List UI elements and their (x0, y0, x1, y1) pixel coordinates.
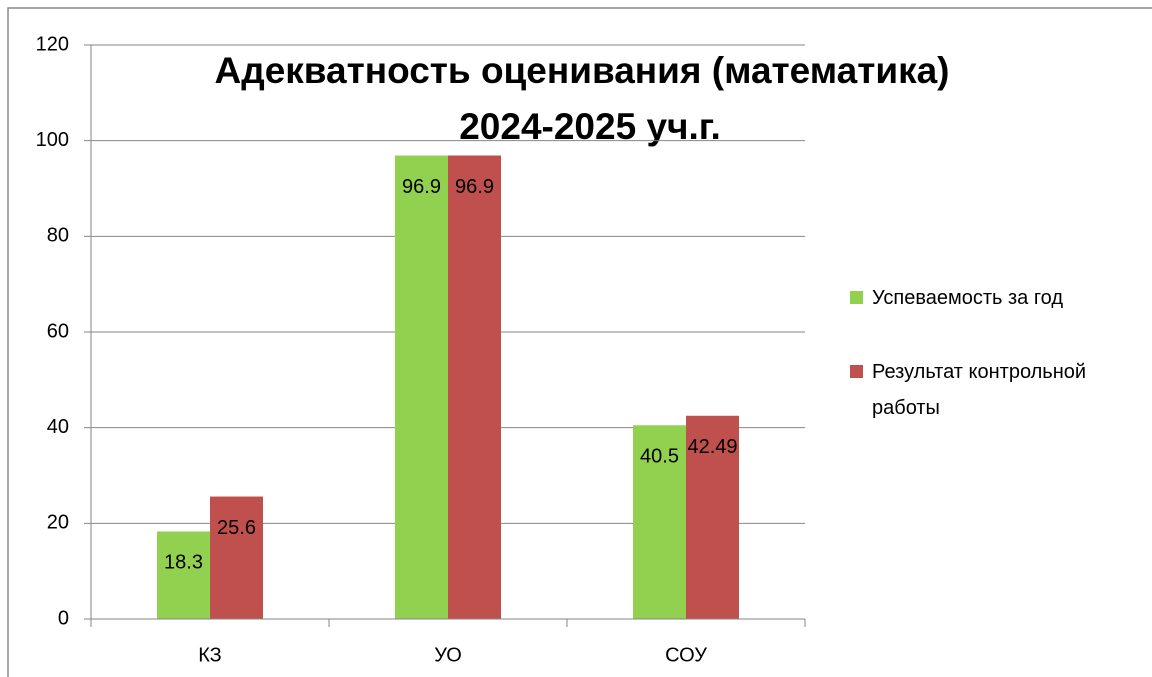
legend-item: Успеваемость за год (850, 280, 1120, 316)
y-tick-label: 120 (36, 33, 69, 55)
y-tick-label: 0 (58, 607, 69, 629)
x-tick-label: КЗ (198, 644, 222, 666)
x-tick-label: СОУ (665, 644, 707, 666)
data-label: 18.3 (164, 552, 203, 574)
bar (633, 425, 686, 619)
legend-item: Результат контрольной работы (850, 354, 1120, 426)
chart-title: 2024-2025 уч.г. (459, 106, 721, 147)
y-tick-label: 20 (47, 512, 69, 534)
data-label: 96.9 (455, 176, 494, 198)
data-label: 25.6 (217, 517, 256, 539)
bar (395, 155, 448, 619)
x-tick-label: УО (434, 644, 462, 666)
data-label: 42.49 (687, 436, 737, 458)
bar (157, 531, 210, 619)
bar (448, 155, 501, 619)
y-tick-label: 100 (36, 129, 69, 151)
bar (686, 415, 739, 619)
legend: Успеваемость за год Результат контрольной… (850, 280, 1120, 464)
legend-swatch (850, 291, 863, 304)
chart-border (7, 7, 1152, 677)
y-tick-label: 80 (47, 225, 69, 247)
bar (210, 496, 263, 619)
data-label: 96.9 (402, 176, 441, 198)
data-label: 40.5 (640, 446, 679, 468)
y-tick-label: 60 (47, 320, 69, 342)
legend-swatch (850, 365, 863, 378)
legend-label: Результат контрольной работы (872, 361, 1087, 419)
y-tick-label: 40 (47, 416, 69, 438)
legend-label: Успеваемость за год (872, 287, 1064, 309)
chart-title: Адекватность оценивания (математика) (215, 50, 950, 91)
